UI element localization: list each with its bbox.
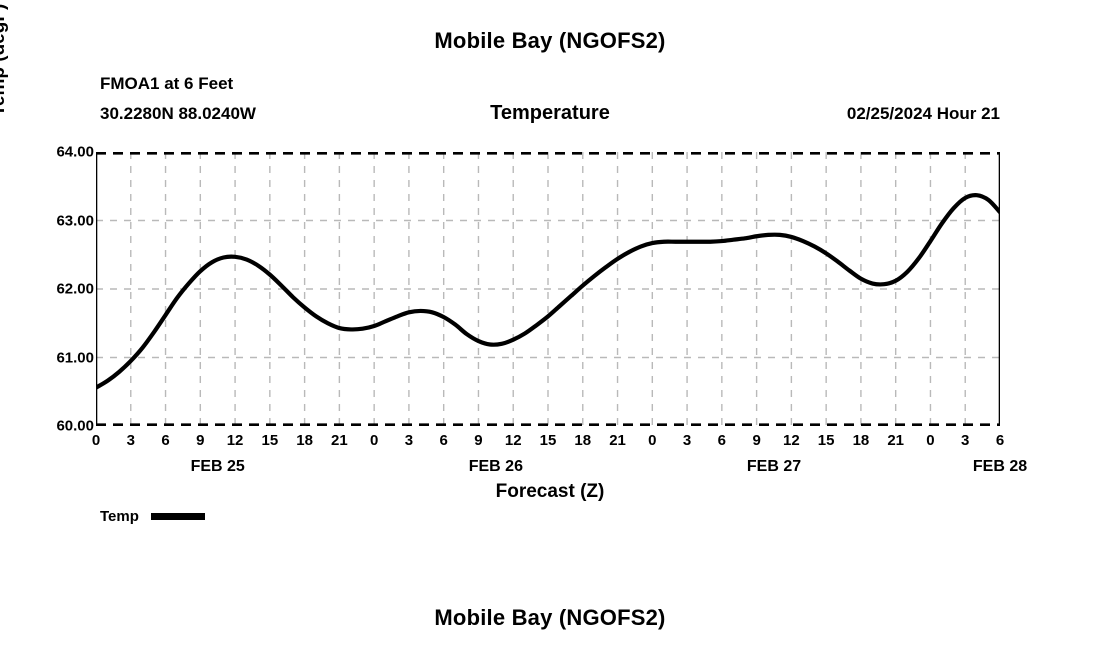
x-axis-tick-label: 0 bbox=[926, 432, 935, 449]
x-axis-tick-label: 3 bbox=[961, 432, 970, 449]
x-axis-tick-label: 21 bbox=[887, 432, 905, 449]
x-axis-tick-label: 12 bbox=[504, 432, 522, 449]
x-axis-tick-label: 3 bbox=[404, 432, 414, 449]
x-axis-tick-label: 6 bbox=[717, 432, 727, 449]
x-axis-tick-label: 3 bbox=[682, 432, 692, 449]
y-axis-tick-label: 63.00 bbox=[56, 212, 94, 229]
x-axis-tick-label: 18 bbox=[852, 432, 870, 449]
page-title-bottom: Mobile Bay (NGOFS2) bbox=[434, 605, 666, 630]
x-axis-day-label: FEB 26 bbox=[468, 458, 523, 475]
x-axis-label: Forecast (Z) bbox=[495, 481, 605, 502]
x-axis-tick-label: 9 bbox=[196, 432, 205, 449]
x-axis-day-label: FEB 27 bbox=[746, 458, 802, 475]
series-line-temp bbox=[96, 192, 1000, 390]
x-axis-tick-label: 15 bbox=[539, 432, 557, 449]
page-title-top: Mobile Bay (NGOFS2) bbox=[434, 28, 666, 53]
x-axis-tick-label: 6 bbox=[161, 432, 170, 449]
variable-title: Temperature bbox=[490, 102, 610, 124]
model-run-timestamp: 02/25/2024 Hour 21 bbox=[846, 104, 1000, 123]
x-axis-tick-label: 9 bbox=[752, 432, 761, 449]
y-axis-tick-label: 62.00 bbox=[56, 280, 94, 298]
x-axis-tick-label: 21 bbox=[331, 432, 348, 449]
x-axis-tick-label: 9 bbox=[474, 432, 483, 449]
station-coordinates-label: 30.2280N 88.0240W bbox=[100, 104, 256, 123]
x-axis-tick-label: 6 bbox=[995, 432, 1005, 449]
x-axis-tick-label: 3 bbox=[126, 432, 135, 449]
x-axis-tick-label: 0 bbox=[369, 432, 379, 449]
legend: Temp bbox=[100, 508, 205, 525]
x-axis-tick-label: 15 bbox=[261, 432, 279, 449]
x-axis-tick-label: 12 bbox=[783, 432, 800, 449]
y-axis-tick-label: 61.00 bbox=[56, 349, 94, 366]
x-axis-tick-label: 0 bbox=[91, 432, 101, 449]
plot-svg bbox=[96, 152, 1000, 426]
x-axis-day-label: FEB 25 bbox=[190, 458, 245, 475]
y-axis-tick-label: 60.00 bbox=[56, 417, 94, 435]
legend-swatch-temp bbox=[150, 513, 205, 520]
x-axis-tick-label: 18 bbox=[296, 432, 313, 449]
plot-area bbox=[96, 152, 1000, 426]
y-axis-tick-label: 64.00 bbox=[56, 143, 94, 161]
x-axis-day-label: FEB 28 bbox=[972, 458, 1028, 475]
x-axis-tick-label: 18 bbox=[574, 432, 592, 449]
station-name-label: FMOA1 at 6 Feet bbox=[100, 74, 234, 93]
legend-label-temp: Temp bbox=[100, 508, 139, 525]
x-axis-tick-label: 6 bbox=[439, 432, 448, 449]
x-axis-tick-label: 0 bbox=[648, 432, 657, 449]
x-axis-tick-label: 21 bbox=[609, 432, 626, 449]
x-axis-tick-label: 12 bbox=[226, 432, 244, 449]
x-axis-tick-label: 15 bbox=[817, 432, 835, 449]
